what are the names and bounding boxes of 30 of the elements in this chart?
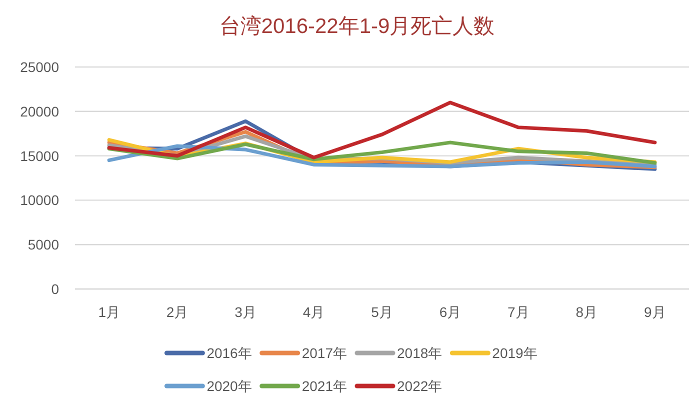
x-tick: 3月 <box>234 304 256 320</box>
legend-item: 2019年 <box>450 345 538 361</box>
title: 台湾2016-22年1-9月死亡人数 <box>219 15 495 38</box>
legend-item: 2021年 <box>260 378 347 394</box>
legend-item: 2020年 <box>164 378 252 394</box>
x-tick: 8月 <box>576 304 598 320</box>
legend-label: 2021年 <box>302 378 347 394</box>
x-tick: 4月 <box>302 304 325 320</box>
x-tick: 1月 <box>98 304 120 320</box>
legend-label: 2016年 <box>206 345 252 361</box>
y-tick: 25000 <box>20 59 59 75</box>
y-tick: 20000 <box>20 103 59 120</box>
legend-item: 2017年 <box>260 345 347 361</box>
y-tick: 15000 <box>20 148 59 164</box>
legend-label: 2018年 <box>397 345 442 361</box>
legend-item: 2022年 <box>354 378 442 394</box>
x-tick: 5月 <box>371 304 393 320</box>
y-tick: 5000 <box>28 236 59 253</box>
y-tick: 10000 <box>20 192 59 208</box>
legend-label: 2020年 <box>206 378 252 394</box>
x-tick: 7月 <box>508 304 530 320</box>
legend-item: 2016年 <box>164 345 252 361</box>
legend-item: 2018年 <box>354 345 442 361</box>
legend-label: 2019年 <box>492 345 538 361</box>
y-tick: 0 <box>51 281 59 297</box>
legend-label: 2022年 <box>397 378 442 394</box>
x-tick: 6月 <box>439 304 462 320</box>
legend-label: 2017年 <box>302 345 347 361</box>
x-tick: 2月 <box>166 304 188 320</box>
x-tick: 9月 <box>644 304 666 320</box>
